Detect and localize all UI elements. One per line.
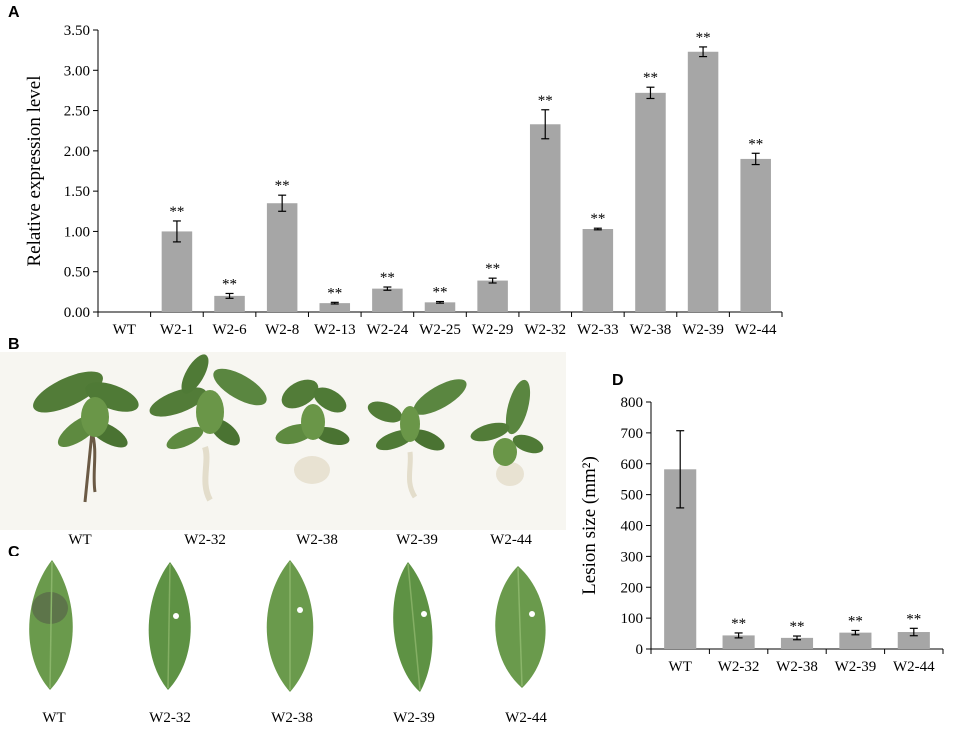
bar-w2-38 <box>780 637 814 649</box>
leaf-label-w2-32: W2-32 <box>149 710 191 726</box>
x-tick-label: WT <box>669 659 692 675</box>
x-tick-label: W2-13 <box>314 322 356 338</box>
y-tick-label: 2.00 <box>64 144 90 160</box>
y-tick-label: 300 <box>621 549 644 565</box>
y-tick-label: 500 <box>621 488 644 504</box>
x-tick-label: W2-39 <box>835 659 877 675</box>
y-tick-label: 0 <box>636 642 644 658</box>
significance-mark: ** <box>433 285 448 301</box>
significance-mark: ** <box>906 611 921 627</box>
plant-w2-38 <box>275 379 350 484</box>
plant-wt <box>33 371 139 503</box>
plant-label-w2-39: W2-39 <box>396 532 438 548</box>
x-tick-label: WT <box>113 322 136 338</box>
y-tick-label: 700 <box>621 426 644 442</box>
bar-w2-39 <box>839 632 872 649</box>
x-tick-label: W2-44 <box>893 659 935 675</box>
x-tick-label: W2-1 <box>160 322 194 338</box>
leaf-wt <box>29 560 73 690</box>
y-tick-label: 400 <box>621 519 644 535</box>
bar-w2-39 <box>687 51 719 313</box>
plant-w2-32 <box>149 354 267 502</box>
significance-mark: ** <box>731 616 746 632</box>
x-tick-label: W2-24 <box>367 322 409 338</box>
bar-w2-8 <box>266 203 298 312</box>
plant-photo-panel <box>0 352 566 530</box>
significance-mark: ** <box>222 276 237 292</box>
lesion-bar-chart: 0 100 200 300 400 500 600 700 800 WT ** W2-32 ** W2-3… <box>579 395 944 675</box>
leaf-photo-panel <box>0 556 566 696</box>
y-tick-label: 2.50 <box>64 104 90 120</box>
plant-w2-39 <box>367 379 467 499</box>
panel-letter-d: D <box>612 372 624 389</box>
significance-mark: ** <box>696 30 711 46</box>
leaf-label-w2-38: W2-38 <box>271 710 313 726</box>
leaf-w2-38 <box>266 560 314 692</box>
x-tick-label: W2-33 <box>577 322 619 338</box>
y-tick-label: 0.00 <box>64 305 90 321</box>
x-tick-label: W2-6 <box>212 322 247 338</box>
bar-w2-44 <box>897 632 930 649</box>
leaf-label-wt: WT <box>42 710 66 726</box>
y-tick-label: 3.00 <box>64 63 90 79</box>
x-tick-label: W2-38 <box>630 322 672 338</box>
bar-w2-25 <box>424 302 456 312</box>
bar-w2-32 <box>529 124 561 312</box>
bar-w2-13 <box>319 303 351 312</box>
x-tick-label: W2-25 <box>419 322 461 338</box>
bar-w2-6 <box>214 295 245 312</box>
x-tick-label: W2-32 <box>524 322 566 338</box>
y-tick-label: 200 <box>621 580 644 596</box>
significance-mark: ** <box>275 178 290 194</box>
bar-w2-44 <box>740 158 771 312</box>
bar-w2-32 <box>722 635 755 649</box>
y-tick-label: 100 <box>621 611 644 627</box>
significance-mark: ** <box>169 204 184 220</box>
y-tick-label: 1.00 <box>64 224 90 240</box>
x-tick-label: W2-38 <box>776 659 818 675</box>
plant-label-wt: WT <box>68 532 92 548</box>
plant-label-w2-32: W2-32 <box>184 532 226 548</box>
x-tick-label: W2-32 <box>718 659 760 675</box>
significance-mark: ** <box>748 136 763 152</box>
significance-mark: ** <box>590 211 605 227</box>
bar-w2-1 <box>161 231 193 312</box>
y-tick-label: 600 <box>621 457 644 473</box>
x-tick-label: W2-39 <box>682 322 724 338</box>
x-tick-label: W2-8 <box>265 322 299 338</box>
leaf-label-w2-44: W2-44 <box>505 710 547 726</box>
bar-w2-33 <box>582 229 614 312</box>
panel-letter-c: C <box>8 544 20 561</box>
significance-mark: ** <box>790 619 805 635</box>
leaf-w2-32 <box>148 562 191 690</box>
plant-label-w2-38: W2-38 <box>296 532 338 548</box>
bar-w2-38 <box>635 92 666 313</box>
y-tick-label: 800 <box>621 395 644 411</box>
x-tick-label: W2-29 <box>472 322 514 338</box>
x-tick-label: W2-44 <box>735 322 777 338</box>
bar-w2-29 <box>477 280 508 312</box>
bar-w2-24 <box>372 288 403 312</box>
plant-w2-44 <box>470 379 544 486</box>
significance-mark: ** <box>380 270 395 286</box>
leaf-photos <box>29 560 546 692</box>
plant-photos <box>33 354 544 503</box>
y-tick-label: 0.50 <box>64 265 90 281</box>
y-axis-title: Relative expression level <box>24 76 45 267</box>
significance-mark: ** <box>538 93 553 109</box>
leaf-w2-39 <box>393 562 433 692</box>
y-tick-label: 1.50 <box>64 184 90 200</box>
y-tick-label: 3.50 <box>64 23 90 39</box>
leaf-w2-44 <box>495 566 546 688</box>
panel-letter-b: B <box>8 336 20 353</box>
significance-mark: ** <box>327 285 342 301</box>
leaf-label-w2-39: W2-39 <box>393 710 435 726</box>
expression-bar-chart: 0.00 0.50 1.00 1.50 2.00 2.50 3.00 3.50 WT ** W2-1… <box>24 23 783 338</box>
y-axis-title: Lesion size (mm²) <box>579 456 600 595</box>
significance-mark: ** <box>485 261 500 277</box>
significance-mark: ** <box>848 613 863 629</box>
panel-letter-a: A <box>8 4 20 21</box>
plant-label-w2-44: W2-44 <box>490 532 532 548</box>
significance-mark: ** <box>643 70 658 86</box>
